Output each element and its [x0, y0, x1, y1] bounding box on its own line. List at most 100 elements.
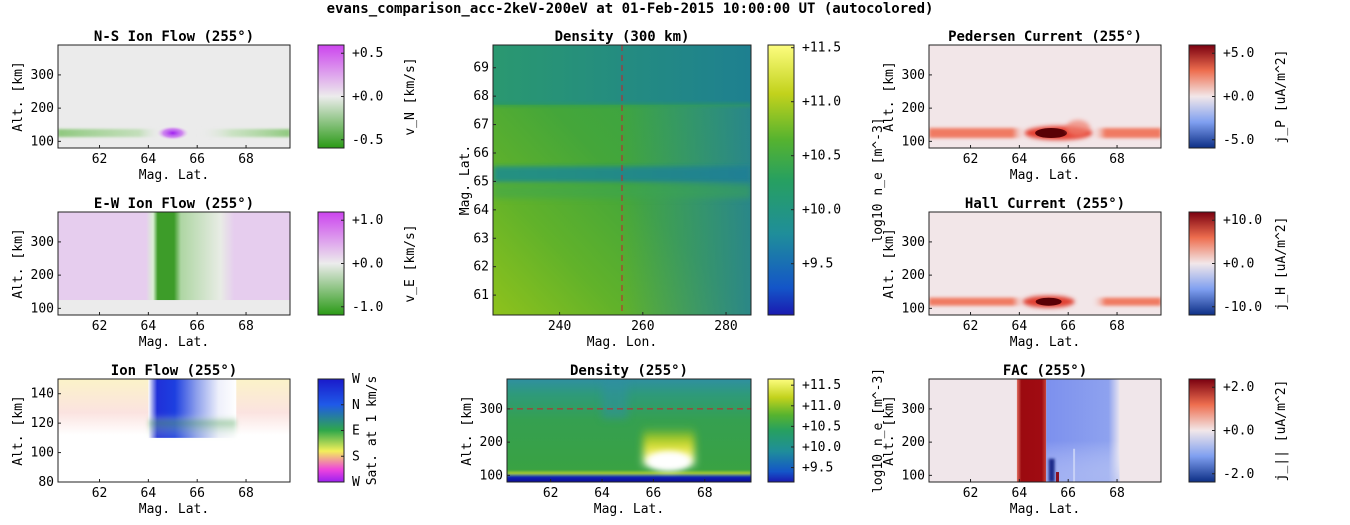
y-tick-label: 100 [31, 446, 54, 461]
colorbar [767, 378, 795, 483]
colorbar [1188, 211, 1216, 316]
y-tick-label: 61 [473, 288, 489, 303]
colorbar-tick-label: +9.5 [802, 257, 833, 272]
colorbar-tick-label: +10.0 [802, 440, 841, 455]
x-tick-label: 68 [1109, 319, 1125, 334]
colorbar [1188, 378, 1216, 483]
colorbar [317, 44, 345, 149]
x-tick-label: 62 [543, 486, 559, 501]
y-axis-label: Mag. Lat. [458, 145, 473, 215]
heatmap [929, 212, 1161, 315]
plot-frame [506, 378, 752, 483]
heatmap [507, 379, 751, 482]
y-tick-label: 200 [902, 101, 925, 116]
x-tick-label: 260 [631, 319, 654, 334]
y-tick-label: 300 [480, 402, 503, 417]
y-tick-label: 64 [473, 203, 489, 218]
x-tick-label: 64 [141, 319, 157, 334]
colorbar-tick-label: +2.0 [1223, 380, 1254, 395]
x-tick-label: 240 [548, 319, 571, 334]
panel-title: N-S Ion Flow (255°) [94, 29, 254, 45]
x-axis-label: Mag. Lat. [139, 168, 209, 183]
y-tick-label: 63 [473, 231, 489, 246]
colorbar-tick-label: E [352, 424, 360, 439]
colorbar-tick-label: -0.5 [352, 133, 383, 148]
x-tick-label: 64 [141, 152, 157, 167]
plot-frame [492, 44, 752, 316]
x-tick-label: 68 [1109, 152, 1125, 167]
panel-title: E-W Ion Flow (255°) [94, 196, 254, 212]
colorbar-tick-label: -2.0 [1223, 467, 1254, 482]
x-axis-label: Mag. Lat. [139, 502, 209, 517]
colorbar-tick-label: +9.5 [802, 461, 833, 476]
colorbar [317, 211, 345, 316]
colorbar [1188, 44, 1216, 149]
y-tick-label: 100 [902, 301, 925, 316]
plot-frame [57, 378, 291, 483]
colorbar-tick-label: +0.0 [1223, 424, 1254, 439]
x-tick-label: 62 [963, 152, 979, 167]
x-axis-label: Mag. Lat. [1010, 168, 1080, 183]
y-tick-label: 200 [31, 268, 54, 283]
y-tick-label: 80 [38, 475, 54, 490]
colorbar [317, 378, 345, 483]
panel-title: Density (255°) [570, 363, 688, 379]
colorbar-label: log10 n_e [m^-3] [871, 368, 886, 493]
plot-frame [57, 211, 291, 316]
x-tick-label: 62 [92, 486, 108, 501]
y-tick-label: 68 [473, 89, 489, 104]
figure-title: evans_comparison_acc-2keV-200eV at 01-Fe… [326, 1, 934, 17]
panel-title: Ion Flow (255°) [111, 363, 237, 379]
y-tick-label: 100 [902, 468, 925, 483]
colorbar-tick-label: +10.0 [802, 203, 841, 218]
y-tick-label: 62 [473, 260, 489, 275]
x-tick-label: 68 [697, 486, 713, 501]
colorbar-tick-label: -5.0 [1223, 133, 1254, 148]
colorbar-label: j_|| [uA/m^2] [1274, 380, 1289, 482]
y-tick-label: 100 [902, 134, 925, 149]
panel-title: Hall Current (255°) [965, 196, 1125, 212]
x-tick-label: 66 [1060, 319, 1076, 334]
x-tick-label: 62 [963, 319, 979, 334]
colorbar-tick-label: +0.0 [1223, 257, 1254, 272]
x-tick-label: 64 [594, 486, 610, 501]
colorbar-tick-label: -10.0 [1223, 300, 1262, 315]
y-axis-label: Alt. [km] [460, 395, 475, 465]
colorbar-label: Sat. at 1 km/s [365, 376, 380, 486]
colorbar-label: v_E [km/s] [403, 224, 418, 302]
colorbar-tick-label: +5.0 [1223, 46, 1254, 61]
colorbar-tick-label: +10.5 [802, 419, 841, 434]
colorbar-tick-label: +10.0 [1223, 213, 1262, 228]
x-tick-label: 64 [1012, 319, 1028, 334]
x-tick-label: 66 [189, 152, 205, 167]
colorbar-label: j_H [uA/m^2] [1274, 217, 1289, 311]
y-tick-label: 200 [902, 435, 925, 450]
colorbar-tick-label: +10.5 [802, 149, 841, 164]
y-tick-label: 300 [31, 68, 54, 83]
heatmap [929, 379, 1161, 482]
colorbar-tick-label: +11.5 [802, 41, 841, 56]
x-tick-label: 68 [1109, 486, 1125, 501]
x-tick-label: 66 [189, 319, 205, 334]
colorbar-tick-label: +1.0 [352, 213, 383, 228]
x-tick-label: 64 [141, 486, 157, 501]
x-axis-label: Mag. Lat. [1010, 335, 1080, 350]
panel-title: Density (300 km) [555, 29, 690, 45]
x-tick-label: 68 [238, 152, 254, 167]
x-tick-label: 62 [92, 152, 108, 167]
x-tick-label: 62 [92, 319, 108, 334]
heatmap [58, 379, 290, 482]
heatmap [929, 45, 1161, 148]
y-tick-label: 300 [902, 402, 925, 417]
colorbar-tick-label: +11.0 [802, 399, 841, 414]
y-tick-label: 140 [31, 387, 54, 402]
colorbar-tick-label: W [352, 372, 360, 387]
colorbar-tick-label: +11.5 [802, 378, 841, 393]
x-tick-label: 66 [189, 486, 205, 501]
heatmap [58, 45, 290, 148]
x-tick-label: 66 [1060, 486, 1076, 501]
y-tick-label: 200 [902, 268, 925, 283]
x-tick-label: 68 [238, 319, 254, 334]
y-tick-label: 69 [473, 61, 489, 76]
